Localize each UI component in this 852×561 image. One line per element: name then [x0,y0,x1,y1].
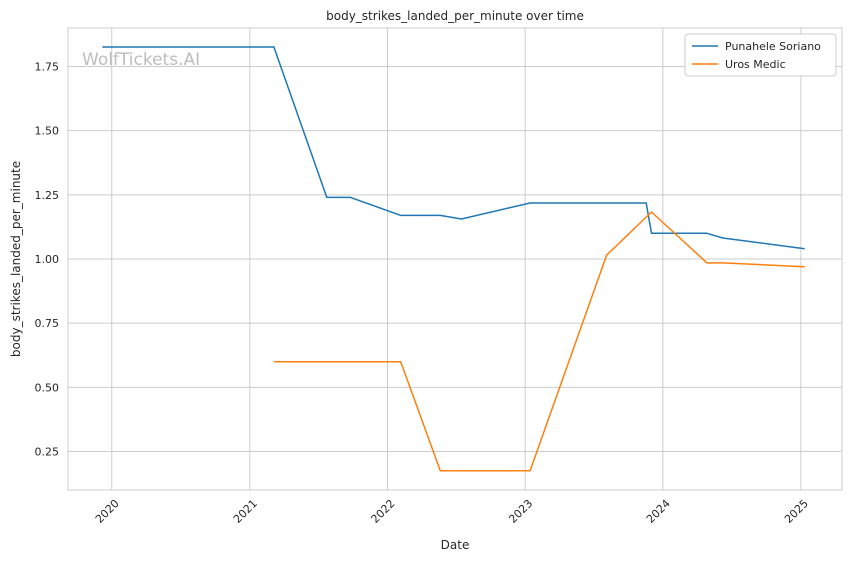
y-tick-label: 0.50 [35,381,60,394]
legend-label-punahele-soriano: Punahele Soriano [725,40,821,53]
x-tick-label: 2021 [231,497,260,526]
x-tick-label: 2025 [782,497,811,526]
x-tick-label: 2024 [644,497,673,526]
y-tick-label: 1.75 [35,61,60,74]
legend: Punahele Soriano Uros Medic [684,33,837,77]
chart-title: body_strikes_landed_per_minute over time [326,9,584,23]
y-axis-label: body_strikes_landed_per_minute [9,161,23,357]
series-line-punahele-soriano [102,46,805,250]
series-layer [102,46,805,472]
y-tick-label: 1.25 [35,189,60,202]
x-tick-label: 2022 [369,497,398,526]
x-tick-label: 2023 [506,497,535,526]
y-axis-ticks: 0.25 0.50 0.75 1.00 1.25 1.50 1.75 [35,61,60,459]
grid [68,28,842,490]
y-tick-label: 1.00 [35,253,60,266]
y-tick-label: 0.75 [35,317,60,330]
series-line-uros-medic [273,211,805,472]
y-tick-label: 0.25 [35,446,60,459]
plot-border [67,27,843,491]
legend-label-uros-medic: Uros Medic [725,58,786,71]
legend-box [684,33,837,77]
y-tick-label: 1.50 [35,125,60,138]
x-axis-label: Date [441,538,470,552]
x-axis-ticks: 2020 2021 2022 2023 2024 2025 [93,497,811,526]
x-tick-label: 2020 [93,497,122,526]
watermark-text: WolfTickets.AI [82,50,200,70]
